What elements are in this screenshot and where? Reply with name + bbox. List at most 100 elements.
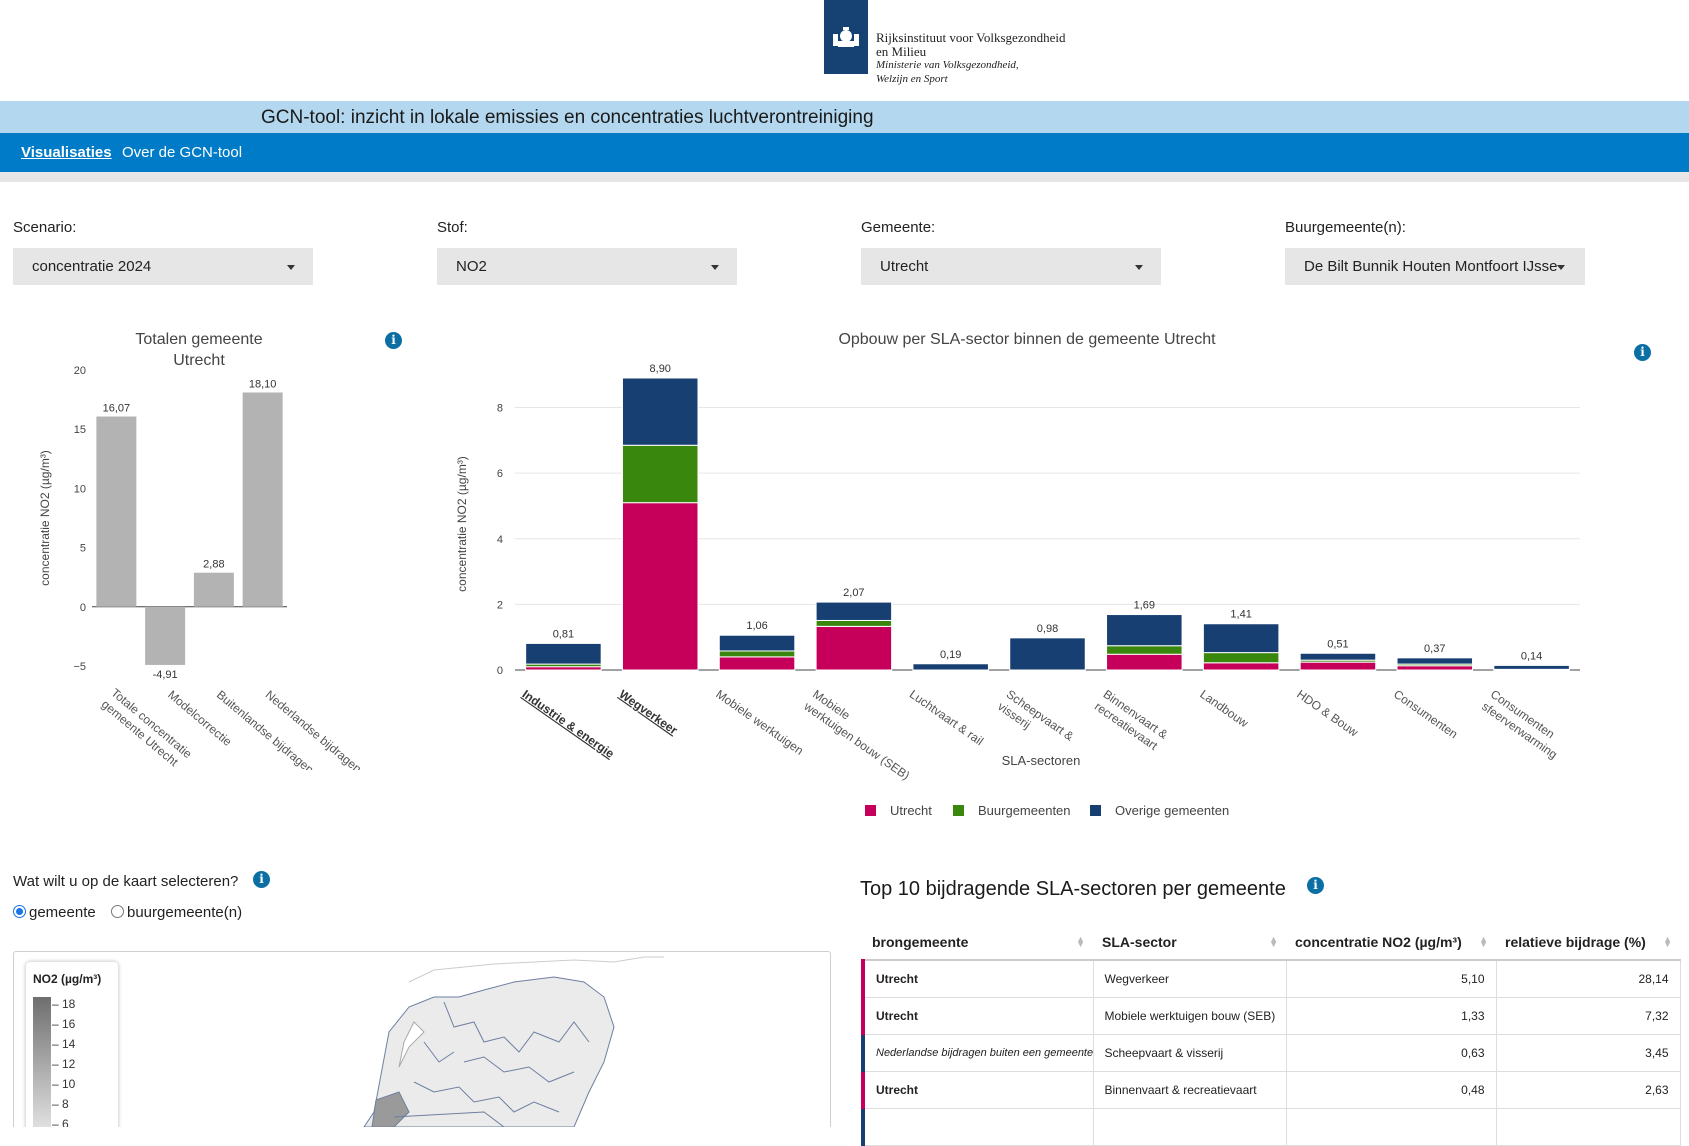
- bar-segment: [718, 634, 796, 652]
- legend-swatch: [865, 805, 876, 816]
- y-tick-label: 8: [497, 403, 503, 415]
- x-tick-label: Landbouw: [1197, 687, 1251, 730]
- data-label: 8,90: [650, 363, 671, 375]
- data-label: 0,81: [553, 628, 574, 640]
- sort-icon[interactable]: ▲ ▼: [1076, 934, 1085, 949]
- column-header-label: concentratie NO2 (µg/m³): [1295, 934, 1462, 950]
- column-header[interactable]: relatieve bijdrage (%) ▲ ▼: [1496, 925, 1680, 961]
- table-cell: Scheepvaart & visserij: [1092, 1034, 1287, 1072]
- gemeente-select[interactable]: Utrecht: [861, 248, 1161, 285]
- table-cell: 0,48: [1285, 1071, 1497, 1109]
- info-icon[interactable]: i: [253, 871, 270, 888]
- info-icon[interactable]: i: [1307, 877, 1324, 894]
- table-row[interactable]: [861, 1108, 1681, 1146]
- map[interactable]: NO2 (µg/m³) – 18 – 16 – 14 – 12 – 10 – 8 – 6: [13, 951, 831, 1127]
- chevron-down-icon: [1135, 265, 1143, 270]
- y-axis-title: concentratie NO2 (µg/m³): [38, 450, 52, 586]
- table-cell: 0,63: [1285, 1034, 1497, 1072]
- legend-tick: – 16: [52, 1017, 76, 1031]
- bar-segment: [1106, 653, 1183, 671]
- legend-tick: – 14: [52, 1037, 76, 1051]
- data-label: 0,19: [940, 649, 961, 661]
- table-cell: 28,14: [1495, 959, 1681, 998]
- legend-label: Buurgemeenten: [978, 803, 1071, 818]
- info-icon[interactable]: i: [385, 332, 402, 349]
- chart-title: Totalen gemeente: [135, 331, 262, 348]
- sort-icon[interactable]: ▲ ▼: [1479, 934, 1488, 949]
- table-row[interactable]: Utrecht Binnenvaart & recreatievaart 0,48 2…: [861, 1071, 1681, 1109]
- bar: [242, 392, 283, 607]
- radio-buurgemeenten-label: buurgemeente(n): [127, 904, 243, 921]
- legend-label: Overige gemeenten: [1115, 803, 1229, 818]
- gemeente-value: Utrecht: [880, 258, 929, 275]
- column-header[interactable]: concentratie NO2 (µg/m³) ▲ ▼: [1286, 925, 1496, 961]
- x-tick-label: Binnenvaart &recreatievaart: [1092, 687, 1170, 754]
- logo-line-1: Rijksinstituut voor Volksgezondheid: [876, 30, 1066, 45]
- sort-icon[interactable]: ▲ ▼: [1269, 934, 1278, 949]
- nav-bar: Visualisaties Over de GCN-tool: [0, 133, 1689, 172]
- stof-value: NO2: [456, 258, 487, 275]
- nav-visualisaties[interactable]: Visualisaties: [21, 144, 112, 161]
- data-label: 18,10: [249, 378, 277, 390]
- bar-segment: [1299, 652, 1377, 661]
- nav-over-de-gcn-tool[interactable]: Over de GCN-tool: [122, 144, 243, 161]
- buurgemeenten-select[interactable]: De Bilt Bunnik Houten Montfoort IJsse: [1285, 248, 1585, 285]
- bar-segment: [1493, 664, 1570, 670]
- buurgemeenten-value: De Bilt Bunnik Houten Montfoort IJsse: [1304, 258, 1558, 275]
- table-row[interactable]: Nederlandse bijdragen buiten een gemeent…: [861, 1034, 1681, 1072]
- column-header-label: SLA-sector: [1102, 934, 1177, 950]
- netherlands-map[interactable]: [14, 952, 830, 1127]
- table-row[interactable]: Utrecht Wegverkeer 5,10 28,14: [861, 959, 1681, 998]
- chevron-down-icon: [287, 265, 295, 270]
- table-cell: [861, 1108, 1094, 1146]
- table-cell: 1,33: [1285, 997, 1497, 1035]
- table-cell: Mobiele werktuigen bouw (SEB): [1092, 997, 1287, 1035]
- table-cell: [1495, 1108, 1681, 1146]
- column-header[interactable]: brongemeente ▲ ▼: [863, 925, 1093, 961]
- column-header[interactable]: SLA-sector ▲ ▼: [1093, 925, 1286, 961]
- legend-tick: – 18: [52, 997, 76, 1011]
- radio-buurgemeenten[interactable]: buurgemeente(n): [111, 904, 242, 921]
- sector-chart: Opbouw per SLA-sector binnen de gemeente…: [455, 331, 1580, 818]
- buurgemeenten-label: Buurgemeente(n):: [1285, 219, 1406, 236]
- gemeente-label: Gemeente:: [861, 219, 936, 236]
- bar-segment: [525, 642, 602, 665]
- bar: [96, 416, 137, 607]
- app-title: GCN-tool: inzicht in lokale emissies en …: [261, 107, 874, 128]
- y-tick-label: 20: [74, 365, 86, 377]
- table-row[interactable]: Utrecht Mobiele werktuigen bouw (SEB) 1,33…: [861, 997, 1681, 1035]
- radio-unchecked-icon: [111, 905, 124, 918]
- chart-title: Opbouw per SLA-sector binnen de gemeente…: [838, 331, 1216, 348]
- scenario-value: concentratie 2024: [32, 258, 152, 275]
- legend-tick: – 6: [52, 1117, 69, 1127]
- x-tick-label: Consumentensfeerverwarming: [1479, 687, 1568, 762]
- data-label: 1,69: [1134, 600, 1155, 612]
- bar-segment: [1202, 662, 1280, 671]
- data-label: 2,07: [843, 587, 864, 599]
- y-tick-label: 10: [74, 483, 86, 495]
- radio-checked-icon: [13, 905, 26, 918]
- scenario-select[interactable]: concentratie 2024: [13, 248, 313, 285]
- bar-segment: [815, 601, 893, 621]
- y-tick-label: 2: [497, 599, 503, 611]
- x-axis-title: SLA-sectoren: [1002, 753, 1081, 768]
- info-icon[interactable]: i: [1634, 344, 1651, 361]
- x-tick-label: Consumenten: [1391, 687, 1460, 741]
- table-cell: Binnenvaart & recreatievaart: [1092, 1071, 1287, 1109]
- y-tick-label: 6: [497, 468, 503, 480]
- column-header-label: relatieve bijdrage (%): [1505, 934, 1646, 950]
- y-tick-label: 4: [497, 534, 503, 546]
- radio-gemeente[interactable]: gemeente: [13, 904, 96, 921]
- data-label: 2,88: [203, 559, 224, 571]
- bar-segment: [912, 663, 989, 671]
- stof-select[interactable]: NO2: [437, 248, 737, 285]
- bar-segment: [1202, 623, 1280, 654]
- x-tick-label: Wegverkeer: [617, 687, 681, 738]
- x-tick-label: Luchtvaart & rail: [907, 687, 986, 748]
- y-axis-title: concentratie NO2 (µg/m³): [455, 456, 469, 592]
- table-cell: Utrecht: [861, 1071, 1094, 1109]
- bar-segment: [1396, 657, 1474, 665]
- x-tick-label: Nederlandse bijdragen: [263, 688, 364, 770]
- data-label: 0,37: [1424, 643, 1445, 655]
- sort-icon[interactable]: ▲ ▼: [1663, 934, 1672, 949]
